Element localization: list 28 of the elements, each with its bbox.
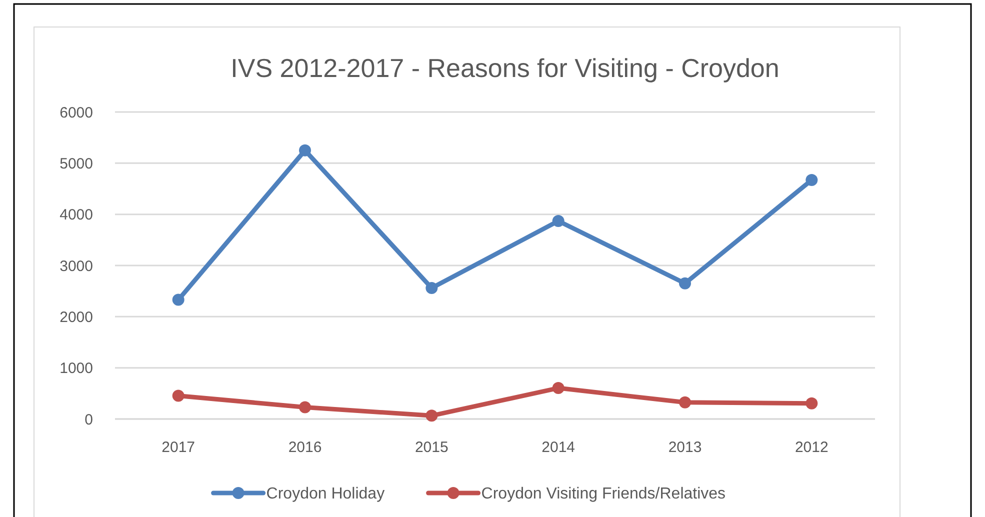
point bbox=[806, 397, 818, 410]
y-tick-label: 6000 bbox=[60, 104, 93, 122]
y-tick-label: 3000 bbox=[60, 258, 93, 275]
x-tick-label: 2012 bbox=[794, 439, 828, 456]
x-tick-label: 2017 bbox=[162, 439, 196, 456]
point bbox=[552, 214, 564, 227]
x-tick-label: 2013 bbox=[668, 439, 702, 456]
point bbox=[299, 144, 311, 156]
y-tick-label: 0 bbox=[84, 411, 93, 428]
point bbox=[172, 294, 184, 306]
point bbox=[806, 174, 818, 186]
x-tick-label: 2016 bbox=[288, 439, 322, 456]
x-tick-label: 2014 bbox=[542, 439, 576, 456]
y-tick-label: 2000 bbox=[60, 308, 93, 326]
y-tick-label: 4000 bbox=[60, 206, 93, 224]
point bbox=[679, 396, 691, 408]
chart-title: IVS 2012-2017 - Reasons for Visiting - Croydon bbox=[230, 53, 780, 83]
point bbox=[426, 410, 438, 422]
x-tick-label: 2015 bbox=[414, 439, 448, 456]
legend-label: Croydon Holiday bbox=[266, 486, 385, 503]
point bbox=[299, 401, 311, 414]
legend-label: Croydon Visiting Friends/Relatives bbox=[481, 486, 726, 503]
point bbox=[679, 277, 691, 290]
point bbox=[172, 390, 184, 402]
y-tick-label: 1000 bbox=[60, 360, 93, 378]
point bbox=[426, 282, 438, 294]
y-tick-label: 5000 bbox=[60, 155, 93, 172]
point bbox=[552, 382, 564, 394]
